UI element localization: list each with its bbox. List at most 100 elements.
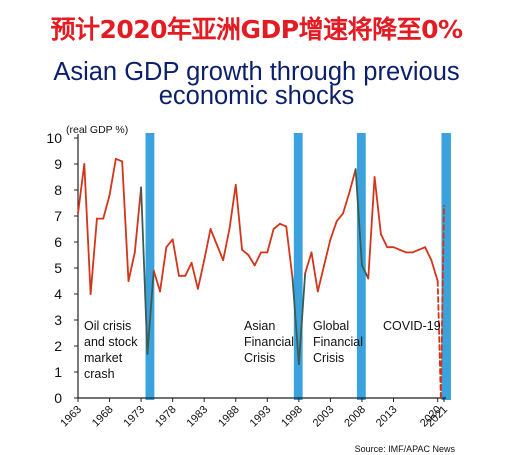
annotation-1-line-1: Oil crisis <box>84 319 131 333</box>
annotation-4-line-1: COVID-19 <box>383 319 441 333</box>
y-tick-label-0: 0 <box>54 390 62 406</box>
series-1-segment-2018 <box>424 246 433 262</box>
crisis-bands <box>145 133 451 400</box>
x-tick-label-1998: 1998 <box>279 404 305 430</box>
series-1-segment-1996 <box>285 225 294 280</box>
series-1-segment-1988 <box>234 183 243 251</box>
series-1-segment-1982 <box>196 259 206 290</box>
crisis-annotations: Oil crisis and stock market crash Asian Finan… <box>84 319 441 381</box>
annotation-1-line-2: and stock <box>84 335 138 349</box>
annotation-3-line-2: Financial <box>313 335 363 349</box>
series-1-segment-1976 <box>159 246 168 293</box>
series-1-segment-1981 <box>190 261 199 290</box>
series-1-segment-2011 <box>379 233 389 249</box>
annotation-1-line-3: market <box>84 351 123 365</box>
series-1-segment-1964 <box>83 163 92 295</box>
series-1-segment-1990 <box>247 254 256 267</box>
series-1-segment-2014 <box>398 248 408 254</box>
annotation-2-line-3: Crisis <box>244 351 275 365</box>
english-title: Asian GDP growth through previous econom… <box>0 58 513 110</box>
crisis-band-4 <box>441 133 451 400</box>
series-1-segment-1974 <box>146 269 155 355</box>
series-1-segment-2002 <box>323 238 332 267</box>
series-1-segment-1972 <box>133 186 143 254</box>
series-2-segment-2020.5 <box>439 204 445 399</box>
x-tick-label-1968: 1968 <box>90 404 116 430</box>
series-1-segment-2010 <box>373 176 382 236</box>
y-axis: 0 1 2 3 4 5 6 7 8 9 10 <box>46 130 79 406</box>
x-tick-label-2008: 2008 <box>342 404 368 430</box>
series-1-segment-1969 <box>114 157 124 163</box>
annotation-3-line-1: Global <box>313 319 349 333</box>
y-tick-label-3: 3 <box>54 312 62 328</box>
x-tick-label-1988: 1988 <box>216 404 242 430</box>
chinese-title: 预计2020年亚洲GDP增速将降至0% <box>50 15 463 44</box>
series-1-segment-1994 <box>272 222 281 230</box>
y-tick-label-9: 9 <box>54 156 62 172</box>
y-tick-label-8: 8 <box>54 182 62 198</box>
x-tick-label-1973: 1973 <box>121 404 147 430</box>
series-1-segment-2008 <box>361 264 370 280</box>
series-1-segment-1978 <box>171 238 180 277</box>
y-tick-label-5: 5 <box>54 260 62 276</box>
series-1-segment-1987 <box>228 183 237 230</box>
x-axis: 1963 1968 1973 1978 1983 1988 1993 1998 2003 2008… <box>58 397 450 430</box>
series-1-segment-1980 <box>184 261 193 277</box>
series-1-segment-1985 <box>215 243 225 262</box>
y-tick-label-2: 2 <box>54 338 62 354</box>
series-1-segment-2017 <box>417 246 426 251</box>
series-1-segment-2009 <box>367 176 376 280</box>
series-1-segment-1971 <box>127 251 136 282</box>
series-1-segment-1991 <box>253 251 262 267</box>
y-tick-label-1: 1 <box>54 364 62 380</box>
y-axis-title: (real GDP %) <box>66 124 128 136</box>
annotation-2-line-2: Financial <box>244 335 294 349</box>
x-tick-label-1993: 1993 <box>248 404 274 430</box>
series-1-segment-1989 <box>241 248 250 256</box>
series-1-segment-1995 <box>279 222 288 228</box>
series-1-segment-2016 <box>411 248 420 254</box>
x-tick-label-1963: 1963 <box>58 404 84 430</box>
series-1-segment-2006 <box>348 168 357 194</box>
y-tick-label-6: 6 <box>54 234 62 250</box>
series-1-segment-1983 <box>203 228 212 262</box>
source-note: Source: IMF/APAC News <box>355 444 456 454</box>
english-title-line2: economic shocks <box>158 82 355 110</box>
series-1-segment-1997 <box>291 277 300 366</box>
crisis-band-3 <box>356 133 366 400</box>
series-1-segment-1968 <box>108 157 117 197</box>
x-tick-label-1983: 1983 <box>185 404 211 430</box>
series-1-segment-2004 <box>335 212 344 223</box>
series-1-segment-1965 <box>89 217 98 295</box>
series-1-segment-2007 <box>354 168 363 267</box>
y-tick-label-7: 7 <box>54 208 62 224</box>
x-tick-label-2021: 2021 <box>424 404 450 430</box>
series-1-segment-1973 <box>140 186 149 355</box>
crisis-band-1 <box>145 133 155 400</box>
series-1-segment-1977 <box>165 238 174 249</box>
y-tick-label-10: 10 <box>46 130 62 146</box>
series-1-segment-1993 <box>266 228 275 254</box>
series-1-segment-1998 <box>297 272 307 366</box>
english-title-line1: Asian GDP growth through previous <box>53 58 460 86</box>
x-tick-label-2003: 2003 <box>311 404 337 430</box>
series-1-segment-2005 <box>342 191 351 215</box>
series-lines <box>77 157 445 399</box>
y-tick-label-4: 4 <box>54 286 62 302</box>
x-tick-label-1978: 1978 <box>153 404 179 430</box>
series-1-segment-1999 <box>304 251 313 275</box>
x-tick-label-2013: 2013 <box>374 404 400 430</box>
series-1-segment-1970 <box>121 160 130 282</box>
annotation-2-line-1: Asian <box>244 319 275 333</box>
series-1-segment-1967 <box>102 194 111 220</box>
series-1-segment-2013 <box>392 246 401 251</box>
series-1-segment-2000 <box>310 251 319 293</box>
annotation-1-line-4: crash <box>84 367 115 381</box>
annotation-3-line-3: Crisis <box>313 351 344 365</box>
series-1-segment-2003 <box>329 220 338 241</box>
series-1-segment-1986 <box>222 228 231 262</box>
series-1-segment-1984 <box>209 228 218 246</box>
series-1-segment-2001 <box>316 264 326 293</box>
series-1-segment-1963 <box>77 163 86 215</box>
